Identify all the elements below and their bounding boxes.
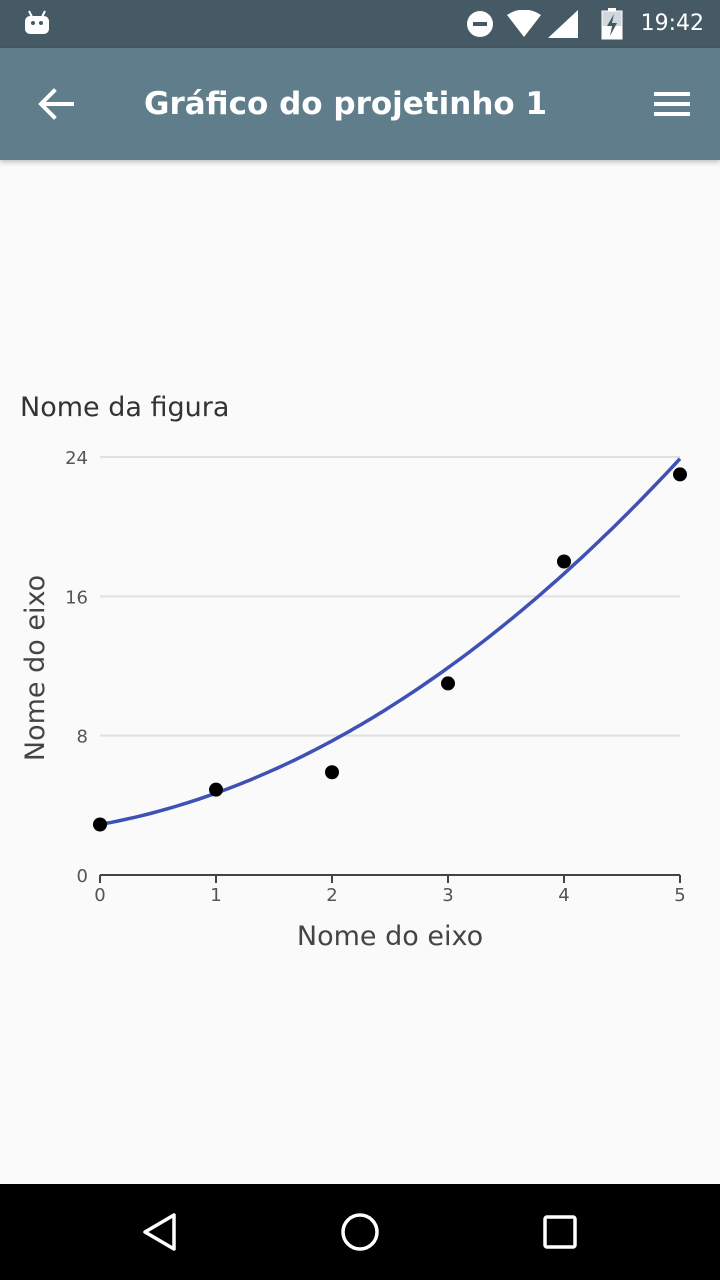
recents-square-icon[interactable]: [536, 1208, 584, 1256]
x-tick-label: 3: [442, 885, 453, 906]
trend-line: [99, 457, 682, 827]
clock: 19:42: [640, 11, 704, 36]
content-area: Nome da figura 0 8 16 24 0 1 2 3 4 5 Nome do eixo N…: [0, 160, 720, 1184]
do-not-disturb-icon: [467, 11, 493, 37]
scatter-chart: 0 8 16 24 0 1 2 3 4 5 Nome do eixo Nome do eixo: [20, 448, 687, 952]
hamburger-menu-icon[interactable]: [648, 84, 696, 124]
x-tick-label: 4: [558, 885, 569, 906]
data-point: [441, 676, 455, 691]
y-axis-title: Nome do eixo: [20, 575, 51, 761]
data-point: [325, 765, 339, 780]
data-point: [209, 782, 223, 797]
y-tick-label: 24: [65, 448, 88, 469]
y-tick-label: 16: [65, 587, 88, 608]
x-axis-title: Nome do eixo: [297, 921, 483, 952]
x-tick-label: 0: [94, 885, 105, 906]
back-arrow-icon[interactable]: [32, 80, 80, 128]
battery-charging-icon: [601, 8, 623, 40]
wifi-icon: [507, 10, 541, 37]
y-tick-label: 8: [77, 727, 88, 748]
page-title: Gráfico do projetinho 1: [144, 86, 548, 122]
android-icon: [25, 10, 49, 34]
signal-icon: [548, 10, 578, 38]
x-tick-label: 5: [674, 885, 685, 906]
status-bar: 19:42: [0, 0, 720, 48]
x-tick-label: 1: [210, 885, 221, 906]
chart-title: Nome da figura: [20, 392, 230, 423]
data-point: [557, 554, 571, 569]
home-circle-icon[interactable]: [336, 1208, 384, 1256]
data-point: [673, 467, 687, 482]
navigation-bar: [0, 1184, 720, 1280]
data-point: [93, 817, 107, 832]
app-bar: Gráfico do projetinho 1: [0, 48, 720, 160]
y-tick-label: 0: [77, 866, 88, 887]
x-tick-label: 2: [326, 885, 337, 906]
back-triangle-icon[interactable]: [136, 1208, 184, 1256]
